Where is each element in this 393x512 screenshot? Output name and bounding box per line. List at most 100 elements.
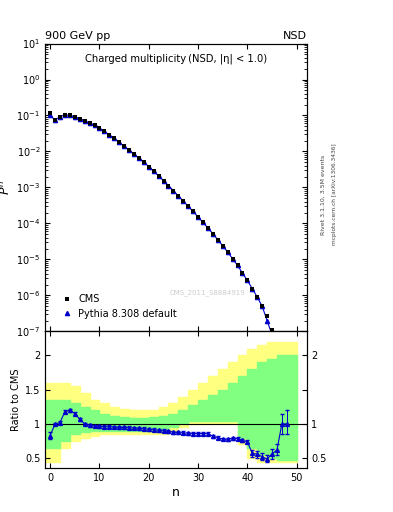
Pythia 8.308 default — [255, 294, 260, 300]
Pythia 8.308 default — [201, 219, 206, 225]
Pythia 8.308 default — [186, 203, 191, 209]
CMS — [92, 122, 97, 129]
CMS — [97, 125, 102, 132]
Pythia 8.308 default — [82, 118, 87, 124]
Pythia 8.308 default — [92, 122, 97, 129]
CMS — [196, 214, 200, 220]
CMS — [141, 159, 146, 165]
CMS — [156, 173, 161, 179]
Text: NSD: NSD — [283, 31, 307, 41]
Pythia 8.308 default — [72, 114, 77, 120]
CMS — [122, 143, 127, 150]
Pythia 8.308 default — [279, 372, 284, 378]
CMS — [87, 120, 92, 126]
CMS — [112, 135, 117, 141]
CMS — [72, 114, 77, 120]
CMS — [171, 187, 176, 194]
Pythia 8.308 default — [191, 208, 195, 215]
Pythia 8.308 default — [260, 303, 264, 309]
Pythia 8.308 default — [107, 132, 112, 138]
Pythia 8.308 default — [146, 163, 151, 169]
Pythia 8.308 default — [220, 243, 225, 249]
Pythia 8.308 default — [225, 249, 230, 255]
Text: CMS_2011_S8884919: CMS_2011_S8884919 — [169, 289, 245, 296]
CMS — [62, 112, 67, 118]
CMS — [270, 327, 274, 333]
Pythia 8.308 default — [181, 198, 185, 204]
CMS — [48, 110, 53, 116]
Pythia 8.308 default — [250, 286, 255, 292]
Pythia 8.308 default — [265, 317, 270, 324]
CMS — [279, 355, 284, 361]
CMS — [255, 294, 260, 300]
CMS — [260, 303, 264, 309]
Pythia 8.308 default — [206, 225, 210, 231]
Pythia 8.308 default — [87, 120, 92, 126]
Pythia 8.308 default — [161, 178, 166, 184]
Pythia 8.308 default — [62, 112, 67, 118]
CMS — [240, 270, 245, 276]
Pythia 8.308 default — [117, 139, 121, 145]
Pythia 8.308 default — [58, 114, 62, 120]
CMS — [186, 203, 191, 209]
Pythia 8.308 default — [275, 350, 279, 356]
CMS — [53, 117, 57, 123]
Pythia 8.308 default — [211, 230, 215, 237]
Pythia 8.308 default — [240, 270, 245, 276]
CMS — [151, 168, 156, 175]
CMS — [265, 313, 270, 319]
Pythia 8.308 default — [132, 151, 136, 157]
CMS — [235, 262, 240, 268]
Y-axis label: Ratio to CMS: Ratio to CMS — [11, 369, 21, 431]
Pythia 8.308 default — [230, 255, 235, 262]
CMS — [68, 113, 72, 119]
Pythia 8.308 default — [235, 262, 240, 268]
Pythia 8.308 default — [166, 183, 171, 189]
Text: 900 GeV pp: 900 GeV pp — [45, 31, 110, 41]
Pythia 8.308 default — [285, 397, 289, 403]
CMS — [201, 219, 206, 225]
Pythia 8.308 default — [136, 155, 141, 161]
Pythia 8.308 default — [245, 278, 250, 284]
Pythia 8.308 default — [270, 332, 274, 338]
CMS — [225, 249, 230, 255]
Pythia 8.308 default — [171, 187, 176, 194]
Pythia 8.308 default — [68, 113, 72, 119]
Pythia 8.308 default — [122, 143, 127, 150]
CMS — [250, 286, 255, 292]
Pythia 8.308 default — [176, 193, 181, 199]
CMS — [166, 183, 171, 189]
Pythia 8.308 default — [53, 117, 57, 123]
CMS — [102, 129, 107, 135]
Text: Charged multiplicity (NSD, |η| < 1.0): Charged multiplicity (NSD, |η| < 1.0) — [85, 54, 267, 64]
CMS — [191, 208, 195, 215]
CMS — [161, 178, 166, 184]
Pythia 8.308 default — [97, 125, 102, 132]
CMS — [136, 155, 141, 161]
Pythia 8.308 default — [102, 129, 107, 135]
CMS — [77, 116, 82, 122]
Pythia 8.308 default — [156, 173, 161, 179]
CMS — [211, 230, 215, 237]
Legend: CMS, Pythia 8.308 default: CMS, Pythia 8.308 default — [56, 290, 181, 323]
Pythia 8.308 default — [215, 237, 220, 243]
CMS — [181, 198, 185, 204]
CMS — [206, 225, 210, 231]
CMS — [82, 118, 87, 124]
Text: mcplots.cern.ch [arXiv:1306.3436]: mcplots.cern.ch [arXiv:1306.3436] — [332, 144, 337, 245]
CMS — [127, 147, 131, 153]
CMS — [117, 139, 121, 145]
Text: Rivet 3.1.10, 3.5M events: Rivet 3.1.10, 3.5M events — [320, 155, 325, 234]
CMS — [230, 255, 235, 262]
Pythia 8.308 default — [127, 147, 131, 153]
CMS — [285, 372, 289, 378]
CMS — [220, 243, 225, 249]
CMS — [215, 237, 220, 243]
Y-axis label: $P^n$: $P^n$ — [0, 180, 13, 195]
Pythia 8.308 default — [48, 113, 53, 119]
Pythia 8.308 default — [141, 159, 146, 165]
CMS — [107, 132, 112, 138]
CMS — [132, 151, 136, 157]
CMS — [176, 193, 181, 199]
X-axis label: n: n — [172, 486, 180, 499]
